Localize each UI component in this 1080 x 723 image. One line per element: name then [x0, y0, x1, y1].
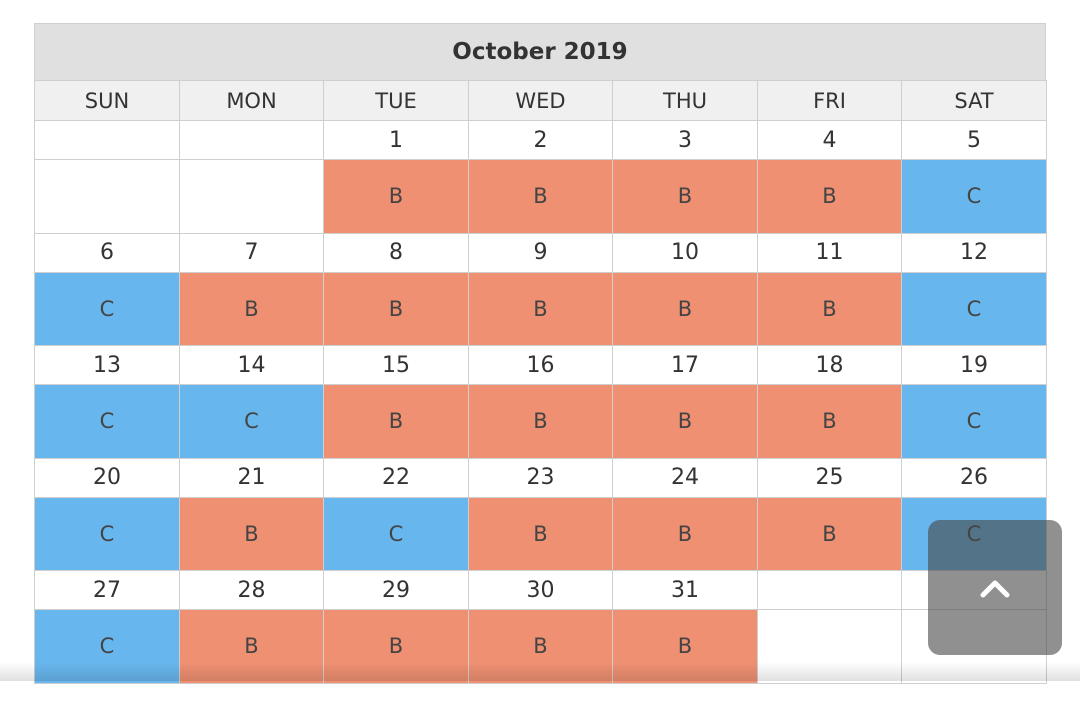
shift-cell: B [468, 384, 613, 459]
date-cell: 3 [612, 120, 758, 160]
date-cell [34, 120, 180, 160]
shift-cell: B [179, 271, 324, 346]
shift-cell: C [901, 159, 1047, 234]
shift-cell [179, 159, 324, 234]
date-cell: 5 [901, 120, 1047, 160]
shift-cell: B [179, 496, 324, 571]
shift-cell [34, 159, 180, 234]
date-cell [179, 120, 324, 160]
date-cell: 4 [757, 120, 902, 160]
shift-cell: C [34, 271, 180, 346]
shift-cell: B [323, 384, 469, 459]
shift-cell: B [757, 159, 902, 234]
chevron-icon [980, 580, 1010, 598]
shift-cell: B [468, 496, 613, 571]
date-cell: 8 [323, 232, 469, 273]
shift-cell: C [34, 496, 180, 571]
date-cell: 29 [323, 570, 469, 610]
calendar-title: October 2019 [34, 23, 1046, 81]
date-cell: 26 [901, 457, 1047, 498]
shift-cell: B [468, 159, 613, 234]
shift-cell: B [323, 271, 469, 346]
date-cell: 27 [34, 570, 180, 610]
date-cell: 17 [612, 345, 758, 385]
date-cell: 1 [323, 120, 469, 160]
bottom-shadow [0, 662, 1080, 681]
shift-cell: B [757, 384, 902, 459]
date-cell: 6 [34, 232, 180, 273]
date-cell: 25 [757, 457, 902, 498]
date-cell: 20 [34, 457, 180, 498]
shift-cell [757, 609, 902, 684]
shift-cell: B [323, 159, 469, 234]
shift-cell: B [612, 496, 758, 571]
date-cell: 18 [757, 345, 902, 385]
shift-cell: B [612, 271, 758, 346]
date-cell: 16 [468, 345, 613, 385]
date-cell: 7 [179, 232, 324, 273]
date-cell [757, 570, 902, 610]
shift-cell: C [901, 384, 1047, 459]
date-cell: 31 [612, 570, 758, 610]
day-header: TUE [323, 80, 469, 121]
date-cell: 10 [612, 232, 758, 273]
date-cell: 19 [901, 345, 1047, 385]
shift-cell: C [323, 496, 469, 571]
shift-cell: B [757, 496, 902, 571]
date-cell: 9 [468, 232, 613, 273]
shift-cell: B [612, 384, 758, 459]
date-cell: 2 [468, 120, 613, 160]
shift-cell: C [34, 384, 180, 459]
date-cell: 12 [901, 232, 1047, 273]
shift-cell: B [612, 159, 758, 234]
shift-cell: B [468, 271, 613, 346]
date-cell: 11 [757, 232, 902, 273]
date-cell: 23 [468, 457, 613, 498]
calendar: October 2019 SUN MON TUE WED THU FRI SAT 1 2 3 4 5 B… [34, 23, 1047, 723]
date-cell: 15 [323, 345, 469, 385]
shift-cell: B [468, 609, 613, 684]
date-cell: 21 [179, 457, 324, 498]
shift-cell: C [179, 384, 324, 459]
date-cell: 24 [612, 457, 758, 498]
day-header: THU [612, 80, 758, 121]
day-header: FRI [757, 80, 902, 121]
date-cell: 22 [323, 457, 469, 498]
day-header: SUN [34, 80, 180, 121]
date-cell: 13 [34, 345, 180, 385]
date-cell: 28 [179, 570, 324, 610]
date-cell: 14 [179, 345, 324, 385]
shift-cell: B [757, 271, 902, 346]
day-header: MON [179, 80, 324, 121]
shift-cell: C [901, 271, 1047, 346]
page: October 2019 SUN MON TUE WED THU FRI SAT 1 2 3 4 5 B… [0, 23, 1080, 684]
day-header: WED [468, 80, 613, 121]
scroll-top-button[interactable] [928, 520, 1062, 655]
day-header: SAT [901, 80, 1047, 121]
date-cell: 30 [468, 570, 613, 610]
